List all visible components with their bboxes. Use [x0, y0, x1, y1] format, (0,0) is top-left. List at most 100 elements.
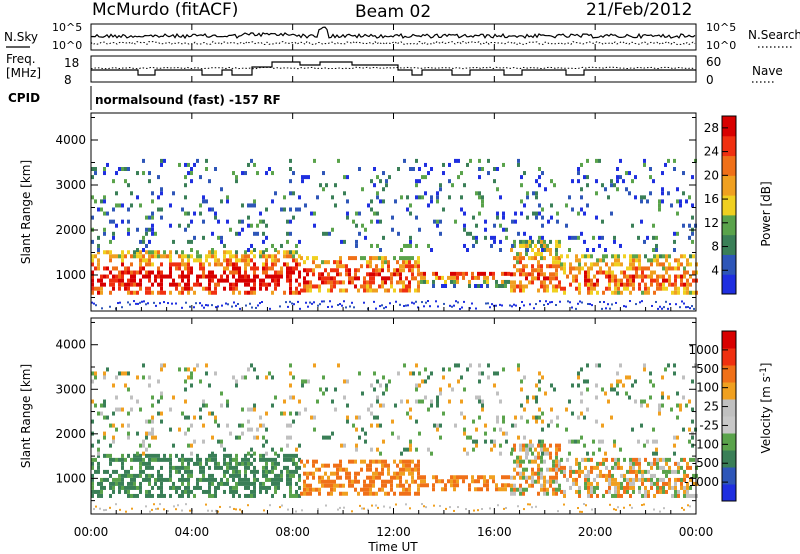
velocity-cell	[471, 479, 474, 484]
power-cell	[598, 243, 601, 248]
power-cell	[443, 302, 445, 305]
power-cell	[316, 195, 319, 200]
velocity-cell	[519, 487, 522, 492]
power-cell	[118, 254, 121, 259]
velocity-cell	[560, 465, 563, 470]
power-cell	[187, 258, 190, 263]
velocity-cell	[97, 469, 100, 474]
power-cell	[653, 270, 656, 275]
velocity-cell	[166, 477, 169, 482]
velocity-cell	[541, 427, 544, 432]
power-cell	[537, 276, 540, 281]
velocity-cell	[142, 439, 145, 444]
power-cell	[253, 278, 256, 283]
power-cell	[247, 223, 250, 228]
power-cell	[127, 231, 130, 236]
power-cell	[543, 239, 546, 244]
power-cell	[486, 275, 489, 280]
velocity-cell	[333, 471, 336, 476]
velocity-cell	[345, 471, 348, 476]
power-cell	[313, 301, 315, 304]
power-cell	[375, 307, 377, 310]
power-cell	[199, 175, 202, 180]
power-cell	[605, 270, 608, 275]
velocity-cell	[620, 481, 623, 486]
power-cell	[601, 219, 604, 224]
power-cell	[483, 279, 486, 284]
velocity-cell	[601, 439, 604, 444]
velocity-cell	[238, 461, 241, 466]
power-cell	[346, 199, 349, 204]
power-cell	[363, 301, 365, 304]
power-cell	[298, 274, 301, 279]
velocity-cell	[463, 415, 466, 420]
power-cell	[391, 227, 394, 232]
power-cell	[496, 215, 499, 220]
power-cell	[517, 158, 520, 163]
power-cell	[623, 305, 625, 308]
power-cell	[271, 254, 274, 259]
velocity-cell	[632, 469, 635, 474]
power-cell	[226, 199, 229, 204]
velocity-cell	[301, 509, 303, 512]
power-cell	[363, 284, 366, 289]
velocity-cell	[125, 510, 127, 513]
velocity-cell	[613, 443, 616, 448]
power-cell	[306, 256, 309, 261]
power-cell	[487, 302, 489, 305]
velocity-cell	[337, 363, 340, 368]
velocity-cell	[241, 481, 244, 486]
velocity-cell	[157, 473, 160, 478]
power-cell	[139, 282, 142, 287]
velocity-cell	[256, 375, 259, 380]
velocity-cell	[118, 485, 121, 490]
velocity-cell	[262, 453, 265, 458]
power-cell	[181, 306, 183, 309]
power-cell	[481, 199, 484, 204]
velocity-cell	[387, 463, 390, 468]
power-cell	[692, 254, 695, 259]
velocity-cell	[643, 399, 646, 404]
velocity-cell	[184, 399, 187, 404]
colorbar-swatch	[722, 348, 736, 366]
velocity-cell	[286, 443, 289, 448]
velocity-cell	[421, 503, 423, 506]
power-cell	[609, 307, 611, 310]
power-cell	[655, 248, 658, 252]
velocity-cell	[271, 403, 274, 408]
velocity-cell	[632, 485, 635, 490]
power-cell	[148, 258, 151, 263]
velocity-cell	[689, 477, 692, 482]
velocity-cell	[534, 459, 537, 464]
velocity-cell	[109, 506, 111, 509]
velocity-cell	[662, 457, 665, 462]
velocity-cell	[625, 391, 628, 396]
velocity-cell	[375, 475, 378, 480]
power-cell	[511, 243, 514, 248]
velocity-cell	[151, 508, 153, 511]
power-cell	[247, 274, 250, 279]
velocity-cell	[91, 443, 94, 448]
velocity-cell	[379, 423, 382, 428]
power-cell	[286, 239, 289, 244]
power-cell	[145, 262, 148, 267]
power-cell	[342, 280, 345, 285]
velocity-cell	[115, 503, 117, 506]
power-cell	[525, 284, 528, 289]
velocity-cell	[537, 463, 540, 468]
velocity-cell	[655, 439, 658, 444]
velocity-cell	[355, 447, 358, 452]
velocity-cell	[185, 503, 187, 506]
power-cell	[235, 254, 238, 259]
velocity-cell	[418, 371, 421, 376]
velocity-cell	[529, 503, 531, 506]
velocity-cell	[292, 461, 295, 466]
velocity-cell	[563, 465, 566, 470]
velocity-cell	[691, 407, 694, 412]
velocity-cell	[644, 457, 647, 462]
power-cell	[106, 162, 109, 167]
power-cell	[324, 260, 327, 265]
power-cell	[423, 305, 425, 308]
power-cell	[478, 175, 481, 180]
velocity-cell	[136, 473, 139, 478]
